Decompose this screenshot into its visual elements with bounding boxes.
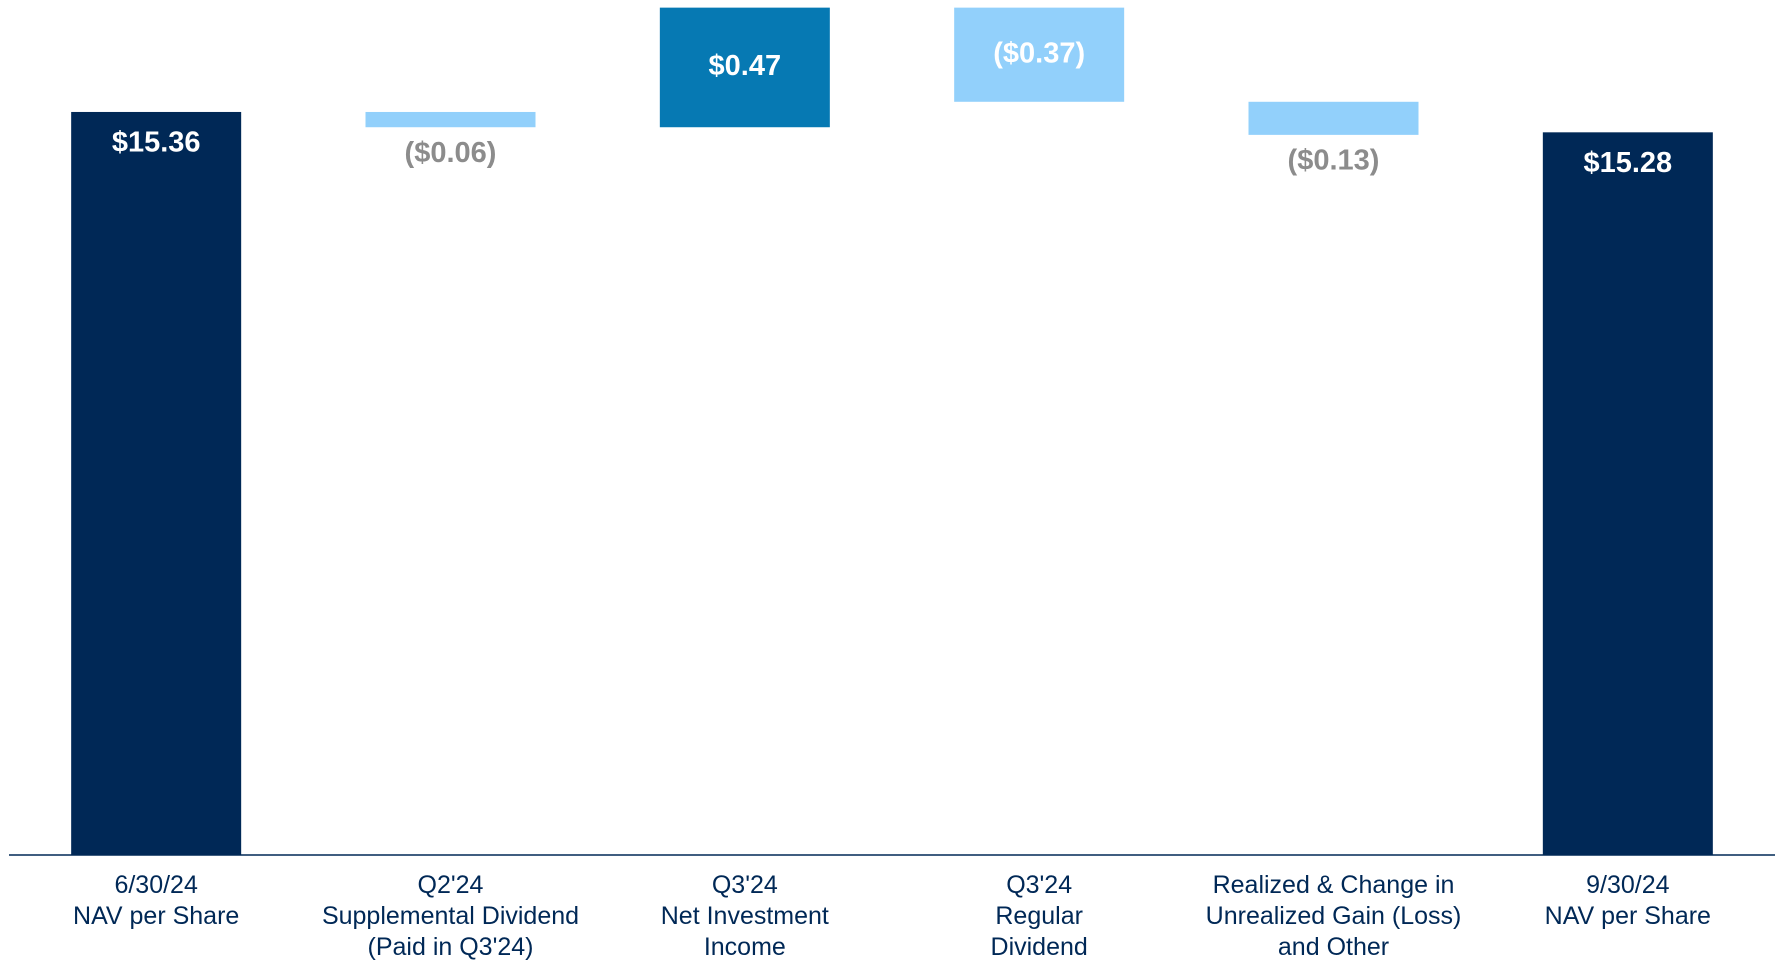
x-tick-label-line: 6/30/24 [114,871,198,899]
x-tick-label: Q3'24 Net Investment Income [661,871,829,961]
value-label: ($0.37) [993,37,1085,69]
value-label: $15.28 [1583,147,1672,179]
bar [1542,132,1713,856]
x-tick-label-line: (Paid in Q3'24) [368,933,534,961]
bar [1248,101,1419,135]
x-tick-label-line: Q3'24 [712,871,778,899]
bar [659,7,830,128]
x-tick-label-line: Income [704,933,786,961]
x-tick-label-line: Realized & Change in [1213,871,1455,899]
x-tick-label: Realized & Change in Unrealized Gain (Los… [1206,871,1462,961]
bar [365,111,536,128]
x-tick-label-line: Q3'24 [1006,871,1072,899]
bar [71,111,242,855]
value-label: ($0.13) [1288,145,1380,177]
x-tick-label-line: Supplemental Dividend [322,902,579,930]
x-tick-label-line: Regular [995,902,1083,930]
x-tick-label-line: Q2'24 [418,871,484,899]
x-tick-label-line: 9/30/24 [1586,871,1670,899]
value-label: $15.36 [112,127,201,159]
x-tick-label-line: NAV per Share [73,902,239,930]
x-tick-label-line: Unrealized Gain (Loss) [1206,902,1462,930]
x-tick-label: 9/30/24 NAV per Share [1545,871,1711,930]
x-tick-label: 6/30/24 NAV per Share [73,871,239,930]
x-tick-label: Q2'24 Supplemental Dividend (Paid in Q3'24… [322,871,579,961]
x-tick-label-line: NAV per Share [1545,902,1711,930]
x-tick-label: Q3'24 Regular Dividend [991,871,1088,961]
bar [954,7,1125,102]
x-tick-label-line: Dividend [991,933,1088,961]
value-label: $0.47 [709,50,782,82]
x-tick-label-line: and Other [1278,933,1389,961]
value-label: ($0.06) [405,137,497,169]
x-tick-label-line: Net Investment [661,902,829,930]
